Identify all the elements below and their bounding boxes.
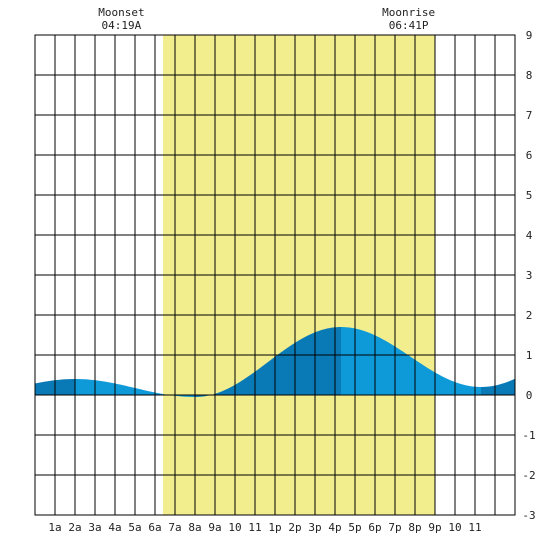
x-tick-label: 7p <box>388 521 401 534</box>
x-tick-label: 6p <box>368 521 381 534</box>
x-tick-label: 11 <box>248 521 261 534</box>
x-axis-ticks: 1a 2a 3a 4a 5a 6a 7a 8a 9a 10 11 1p 2p 3p 4p 5p 6p 7p 8p 9p… <box>48 521 481 534</box>
x-tick-label: 3p <box>308 521 321 534</box>
moonrise-annotation: Moonrise 06:41P <box>382 6 435 32</box>
moonrise-label: Moonrise <box>382 6 435 19</box>
y-tick-label: 5 <box>526 189 533 202</box>
x-tick-label: 10 <box>228 521 241 534</box>
moonset-annotation: Moonset 04:19A <box>98 6 144 32</box>
y-tick-label: -2 <box>522 469 535 482</box>
y-tick-label: 7 <box>526 109 533 122</box>
x-tick-label: 5p <box>348 521 361 534</box>
x-tick-label: 5a <box>128 521 141 534</box>
x-tick-label: 10 <box>448 521 461 534</box>
x-tick-label: 9p <box>428 521 441 534</box>
y-tick-label: 2 <box>526 309 533 322</box>
y-tick-label: -1 <box>522 429 535 442</box>
y-tick-label: 9 <box>526 29 533 42</box>
x-tick-label: 6a <box>148 521 161 534</box>
x-tick-label: 9a <box>208 521 221 534</box>
y-axis-ticks: -3 -2 -1 0 1 2 3 4 5 6 7 8 9 <box>522 29 535 522</box>
x-tick-label: 4a <box>108 521 121 534</box>
moonset-time: 04:19A <box>102 19 142 32</box>
x-tick-label: 8p <box>408 521 421 534</box>
moonrise-time: 06:41P <box>389 19 429 32</box>
x-tick-label: 4p <box>328 521 341 534</box>
y-tick-label: -3 <box>522 509 535 522</box>
y-tick-label: 0 <box>526 389 533 402</box>
y-tick-label: 6 <box>526 149 533 162</box>
x-tick-label: 1a <box>48 521 61 534</box>
x-tick-label: 2a <box>68 521 81 534</box>
y-tick-label: 3 <box>526 269 533 282</box>
y-tick-label: 1 <box>526 349 533 362</box>
tide-segment <box>481 378 515 395</box>
plot-border <box>34 34 516 516</box>
tide-segment <box>195 327 341 397</box>
tide-segment <box>341 327 481 395</box>
x-tick-label: 2p <box>288 521 301 534</box>
x-tick-label: 8a <box>188 521 201 534</box>
moonset-label: Moonset <box>98 6 144 19</box>
y-tick-label: 8 <box>526 69 533 82</box>
x-tick-label: 11 <box>468 521 481 534</box>
grid-layer <box>35 35 515 515</box>
x-tick-label: 1p <box>268 521 281 534</box>
x-tick-label: 7a <box>168 521 181 534</box>
x-tick-label: 3a <box>88 521 101 534</box>
y-tick-label: 4 <box>526 229 533 242</box>
